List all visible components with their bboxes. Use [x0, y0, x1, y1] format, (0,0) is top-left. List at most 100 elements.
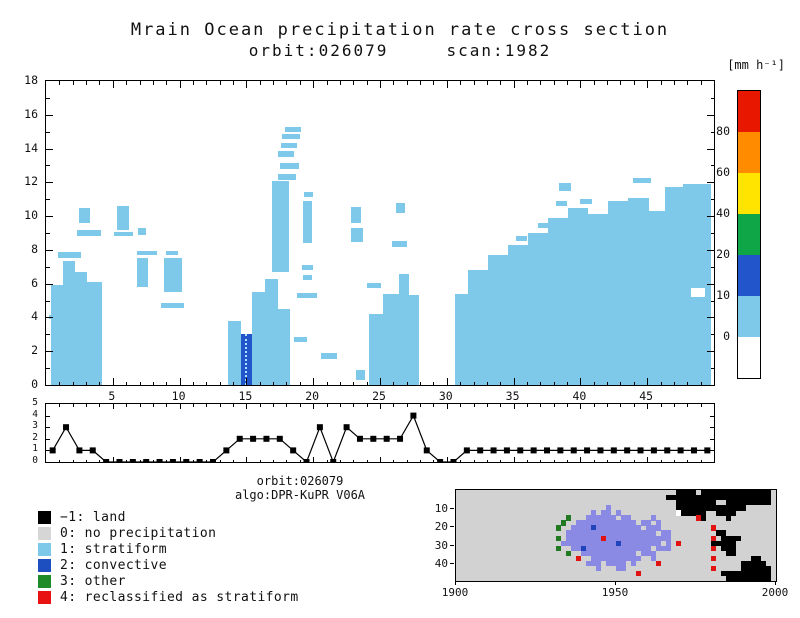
- map-cell: [656, 560, 662, 567]
- colorbar-segment: [738, 296, 760, 337]
- rain-type-marker: [490, 447, 497, 454]
- x-tick: [246, 81, 248, 88]
- y-tick: [46, 97, 50, 99]
- x-tick: [233, 81, 235, 85]
- x-tick: [540, 81, 542, 85]
- precip-cell: [628, 197, 649, 385]
- x-tick: [380, 457, 381, 462]
- map-cell: [721, 495, 727, 501]
- map-cell: [641, 535, 647, 541]
- x-tick: [86, 459, 88, 462]
- x-axis-tick-label: 45: [639, 389, 654, 403]
- map-cell: [606, 560, 612, 567]
- x-tick: [593, 381, 595, 385]
- rain-type-marker: [276, 435, 283, 442]
- map-cell: [641, 530, 647, 536]
- map-cell: [666, 540, 672, 546]
- map-cell: [681, 495, 687, 501]
- x-axis-tick-label: 20: [305, 389, 320, 403]
- x-tick: [433, 381, 435, 385]
- map-cell: [681, 490, 687, 496]
- map-cell: [751, 575, 757, 581]
- map-cell: [601, 555, 607, 562]
- y-tick: [46, 249, 53, 251]
- precip-cell: [75, 271, 88, 385]
- map-cell: [566, 515, 572, 521]
- map-cell: [731, 500, 737, 506]
- subplot-y-tick-label: 4: [32, 408, 38, 420]
- map-cell: [736, 535, 742, 541]
- map-cell: [571, 525, 577, 531]
- x-tick: [486, 81, 488, 85]
- map-cell: [576, 525, 582, 531]
- x-tick: [460, 381, 462, 385]
- rain-type-marker: [544, 447, 550, 454]
- x-tick: [313, 457, 315, 462]
- x-tick: [313, 81, 315, 88]
- map-x-tick-label: 1900: [441, 586, 469, 599]
- map-cell: [601, 540, 607, 546]
- x-tick: [593, 81, 595, 85]
- precip-cell: [355, 369, 366, 380]
- map-cell: [596, 515, 602, 521]
- map-cell: [621, 560, 627, 567]
- map-cell: [651, 515, 657, 521]
- map-cell: [641, 540, 647, 546]
- x-tick: [313, 378, 315, 385]
- map-cell: [681, 510, 687, 516]
- map-cell: [556, 535, 562, 541]
- map-cell: [716, 505, 722, 511]
- x-tick: [620, 81, 622, 85]
- x-tick: [633, 81, 635, 85]
- map-cell: [611, 520, 617, 526]
- x-tick: [393, 81, 395, 85]
- subplot-y-tick-label: 5: [32, 397, 38, 408]
- y-tick: [46, 415, 50, 417]
- map-cell: [581, 520, 587, 526]
- map-y-tick: [450, 563, 454, 565]
- map-cell: [731, 550, 737, 556]
- map-cell: [731, 570, 737, 577]
- x-tick: [286, 81, 288, 85]
- x-tick: [647, 457, 649, 462]
- map-cell: [601, 530, 607, 536]
- x-tick: [446, 81, 448, 88]
- map-cell: [606, 550, 612, 556]
- plot-subtitle: orbit:026079 scan:1982: [248, 41, 552, 60]
- rain-type-marker: [610, 447, 617, 454]
- x-axis-tick-label: 30: [438, 389, 453, 403]
- legend-swatch: [38, 558, 51, 572]
- y-tick: [707, 249, 714, 251]
- map-cell: [586, 540, 592, 546]
- rain-type-marker: [477, 447, 484, 454]
- x-tick: [460, 459, 462, 462]
- map-cell: [631, 520, 637, 526]
- map-cell: [581, 550, 587, 556]
- precip-cell: [76, 230, 101, 237]
- legend-item: 1: stratiform: [38, 541, 299, 557]
- x-tick: [633, 381, 635, 385]
- map-cell: [746, 565, 752, 572]
- x-tick: [433, 81, 435, 85]
- map-cell: [726, 540, 732, 546]
- y-tick: [707, 114, 714, 116]
- x-tick: [647, 81, 649, 88]
- map-cell: [636, 535, 642, 541]
- map-cell: [606, 515, 612, 521]
- legend-swatch: [38, 542, 51, 556]
- map-cell: [601, 535, 607, 541]
- map-cell: [686, 500, 692, 506]
- x-tick: [500, 381, 502, 385]
- rain-type-marker: [49, 447, 56, 454]
- map-cell: [621, 550, 627, 556]
- x-tick: [233, 404, 235, 407]
- map-cell: [626, 520, 632, 526]
- map-cell: [576, 530, 582, 536]
- map-cell: [636, 530, 642, 536]
- precip-cell: [79, 207, 91, 223]
- map-cell: [641, 545, 647, 551]
- map-cell: [566, 535, 572, 541]
- x-tick: [206, 404, 208, 407]
- x-tick: [580, 457, 582, 462]
- y-tick: [46, 351, 53, 353]
